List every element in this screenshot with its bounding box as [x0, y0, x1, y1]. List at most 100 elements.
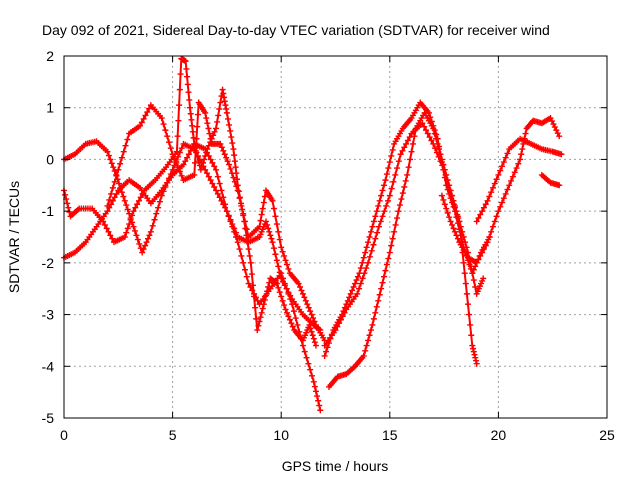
- series-sat-c: [61, 55, 319, 349]
- data-point: [272, 251, 279, 258]
- data-point: [171, 155, 178, 162]
- data-point: [504, 186, 511, 193]
- data-point: [209, 180, 216, 187]
- data-point: [556, 182, 563, 189]
- data-point: [230, 146, 237, 153]
- data-point: [477, 211, 484, 218]
- data-point: [519, 146, 526, 153]
- data-point: [222, 201, 229, 208]
- data-point: [375, 223, 382, 230]
- data-point: [443, 177, 450, 184]
- data-point: [101, 221, 108, 228]
- data-point: [401, 144, 408, 151]
- data-point: [500, 195, 507, 202]
- data-point: [167, 145, 174, 152]
- data-point: [363, 265, 370, 272]
- data-point: [266, 228, 273, 235]
- y-tick-label: 0: [46, 151, 54, 167]
- data-point: [446, 187, 453, 194]
- data-point: [231, 178, 238, 185]
- data-point: [480, 275, 487, 282]
- data-point: [430, 140, 437, 147]
- data-point: [124, 136, 131, 143]
- data-point: [509, 173, 516, 180]
- data-point: [245, 280, 252, 287]
- data-point: [105, 228, 112, 235]
- data-point: [357, 280, 364, 287]
- data-point: [273, 280, 280, 287]
- data-point: [149, 222, 156, 229]
- data-point: [341, 309, 348, 316]
- data-point: [370, 315, 377, 322]
- data-point: [214, 190, 221, 197]
- data-point: [207, 177, 214, 184]
- data-point: [205, 173, 212, 180]
- data-point: [378, 192, 385, 199]
- data-point: [264, 288, 271, 295]
- data-point: [489, 223, 496, 230]
- data-point: [216, 106, 223, 113]
- data-point: [463, 290, 470, 297]
- data-point: [388, 242, 395, 249]
- data-point: [301, 294, 308, 301]
- data-point: [270, 205, 277, 212]
- data-point: [376, 291, 383, 298]
- data-point: [352, 280, 359, 287]
- data-point: [221, 98, 228, 105]
- data-point: [386, 192, 393, 199]
- series-sat-h: [438, 115, 563, 266]
- data-point: [454, 235, 461, 242]
- data-point: [306, 321, 313, 328]
- data-point: [279, 248, 286, 255]
- data-point: [153, 210, 160, 217]
- data-point: [495, 208, 502, 215]
- data-point: [372, 309, 379, 316]
- data-point: [511, 169, 518, 176]
- data-point: [238, 202, 245, 209]
- data-point: [508, 177, 515, 184]
- data-point: [363, 342, 370, 349]
- data-point: [191, 171, 198, 178]
- data-point: [430, 125, 437, 132]
- data-point: [282, 257, 289, 264]
- data-point: [404, 171, 411, 178]
- data-point: [472, 354, 479, 361]
- data-point: [366, 234, 373, 240]
- data-point: [473, 360, 480, 367]
- data-point: [491, 218, 498, 225]
- data-point: [356, 270, 363, 277]
- data-point: [66, 209, 73, 216]
- data-point: [272, 279, 279, 286]
- data-point: [233, 183, 240, 190]
- y-axis-title: SDTVAR / TECUs: [6, 181, 22, 293]
- data-point: [142, 112, 149, 119]
- data-point: [517, 156, 524, 163]
- data-point: [160, 121, 167, 128]
- data-point: [197, 166, 204, 173]
- data-point: [553, 127, 560, 134]
- data-point: [107, 232, 114, 239]
- data-point: [424, 130, 431, 137]
- data-point: [143, 239, 150, 246]
- data-point: [258, 211, 265, 218]
- data-point: [118, 189, 125, 196]
- data-point: [407, 156, 414, 163]
- data-point: [297, 283, 304, 290]
- data-point: [303, 354, 310, 361]
- data-point: [473, 218, 480, 225]
- data-point: [389, 146, 396, 153]
- data-point: [232, 234, 239, 240]
- data-point: [441, 166, 448, 173]
- data-point: [432, 145, 439, 152]
- data-point: [123, 202, 130, 209]
- data-point: [298, 287, 305, 294]
- data-point: [475, 215, 482, 222]
- data-point: [242, 218, 248, 225]
- data-point: [314, 393, 321, 400]
- data-point: [218, 187, 225, 194]
- data-point: [401, 184, 408, 191]
- data-point: [129, 212, 136, 219]
- data-point: [464, 301, 471, 308]
- data-point: [194, 123, 201, 130]
- data-point: [146, 105, 153, 112]
